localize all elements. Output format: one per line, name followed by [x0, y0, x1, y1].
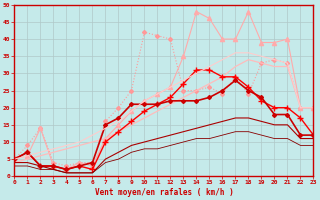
- X-axis label: Vent moyen/en rafales ( km/h ): Vent moyen/en rafales ( km/h ): [95, 188, 233, 197]
